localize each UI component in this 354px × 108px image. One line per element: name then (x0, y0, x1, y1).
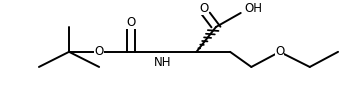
Text: O: O (199, 2, 208, 15)
Text: OH: OH (244, 2, 262, 15)
Text: O: O (275, 45, 284, 58)
Text: O: O (126, 16, 136, 29)
Text: O: O (95, 45, 104, 58)
Text: NH: NH (154, 56, 172, 69)
